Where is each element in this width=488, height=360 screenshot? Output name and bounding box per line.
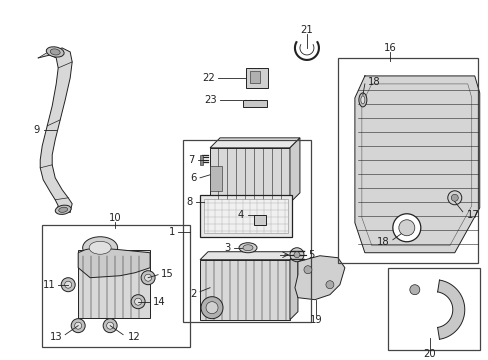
Bar — [200, 195, 291, 237]
Polygon shape — [289, 252, 297, 320]
Circle shape — [398, 220, 414, 236]
Text: 16: 16 — [383, 43, 395, 53]
Bar — [387, 268, 479, 350]
Circle shape — [201, 297, 223, 319]
Circle shape — [392, 214, 420, 242]
Text: 22: 22 — [202, 73, 215, 83]
Polygon shape — [289, 138, 299, 203]
Circle shape — [293, 252, 299, 258]
Circle shape — [144, 274, 151, 281]
Circle shape — [75, 322, 81, 329]
Bar — [249, 71, 260, 83]
Text: 18: 18 — [367, 77, 380, 87]
Text: 15: 15 — [161, 269, 173, 279]
Ellipse shape — [358, 93, 366, 107]
Ellipse shape — [59, 207, 67, 212]
Text: 20: 20 — [423, 348, 435, 359]
Text: 19: 19 — [309, 315, 322, 325]
Circle shape — [450, 194, 457, 201]
Polygon shape — [294, 256, 344, 300]
Polygon shape — [200, 252, 297, 260]
Circle shape — [409, 285, 419, 295]
Bar — [210, 166, 222, 191]
Ellipse shape — [89, 241, 111, 254]
Text: 18: 18 — [376, 237, 389, 247]
Text: 1: 1 — [168, 227, 175, 237]
Text: 14: 14 — [153, 297, 165, 307]
Bar — [42, 225, 190, 347]
Text: 7: 7 — [188, 155, 195, 165]
Bar — [253, 215, 265, 225]
Bar — [183, 140, 310, 322]
Circle shape — [106, 322, 113, 329]
Circle shape — [205, 302, 218, 314]
Ellipse shape — [55, 205, 71, 215]
Circle shape — [61, 278, 75, 292]
Bar — [243, 100, 266, 107]
Bar — [200, 260, 289, 320]
Circle shape — [325, 281, 333, 289]
Bar — [200, 155, 203, 165]
Circle shape — [131, 295, 145, 309]
Bar — [210, 148, 289, 203]
Polygon shape — [78, 248, 150, 278]
Text: 21: 21 — [300, 25, 313, 35]
Text: 8: 8 — [186, 197, 193, 207]
Circle shape — [134, 298, 142, 305]
Text: 6: 6 — [190, 173, 197, 183]
Text: 17: 17 — [466, 210, 479, 220]
Polygon shape — [38, 48, 72, 212]
Polygon shape — [437, 280, 464, 339]
Ellipse shape — [360, 96, 364, 104]
Text: 3: 3 — [224, 243, 230, 253]
Circle shape — [141, 271, 155, 285]
Bar — [245, 68, 267, 88]
Ellipse shape — [46, 47, 64, 57]
Text: 23: 23 — [204, 95, 217, 105]
Text: 10: 10 — [109, 213, 121, 223]
Text: 11: 11 — [42, 280, 55, 290]
Circle shape — [289, 248, 304, 262]
Bar — [203, 199, 287, 233]
Text: 5: 5 — [307, 250, 314, 260]
Ellipse shape — [239, 243, 257, 253]
Text: 13: 13 — [49, 332, 62, 342]
Text: 9: 9 — [34, 125, 40, 135]
Circle shape — [304, 266, 311, 274]
Circle shape — [103, 319, 117, 333]
Text: 12: 12 — [128, 332, 141, 342]
Circle shape — [71, 319, 85, 333]
Ellipse shape — [243, 245, 252, 251]
Text: 2: 2 — [190, 289, 197, 299]
Ellipse shape — [82, 237, 118, 259]
Text: 4: 4 — [237, 210, 244, 220]
Circle shape — [447, 191, 461, 205]
Circle shape — [64, 281, 72, 288]
Ellipse shape — [50, 49, 60, 55]
Polygon shape — [210, 138, 299, 148]
Polygon shape — [354, 76, 479, 253]
Bar — [337, 58, 477, 263]
Bar — [78, 250, 150, 318]
